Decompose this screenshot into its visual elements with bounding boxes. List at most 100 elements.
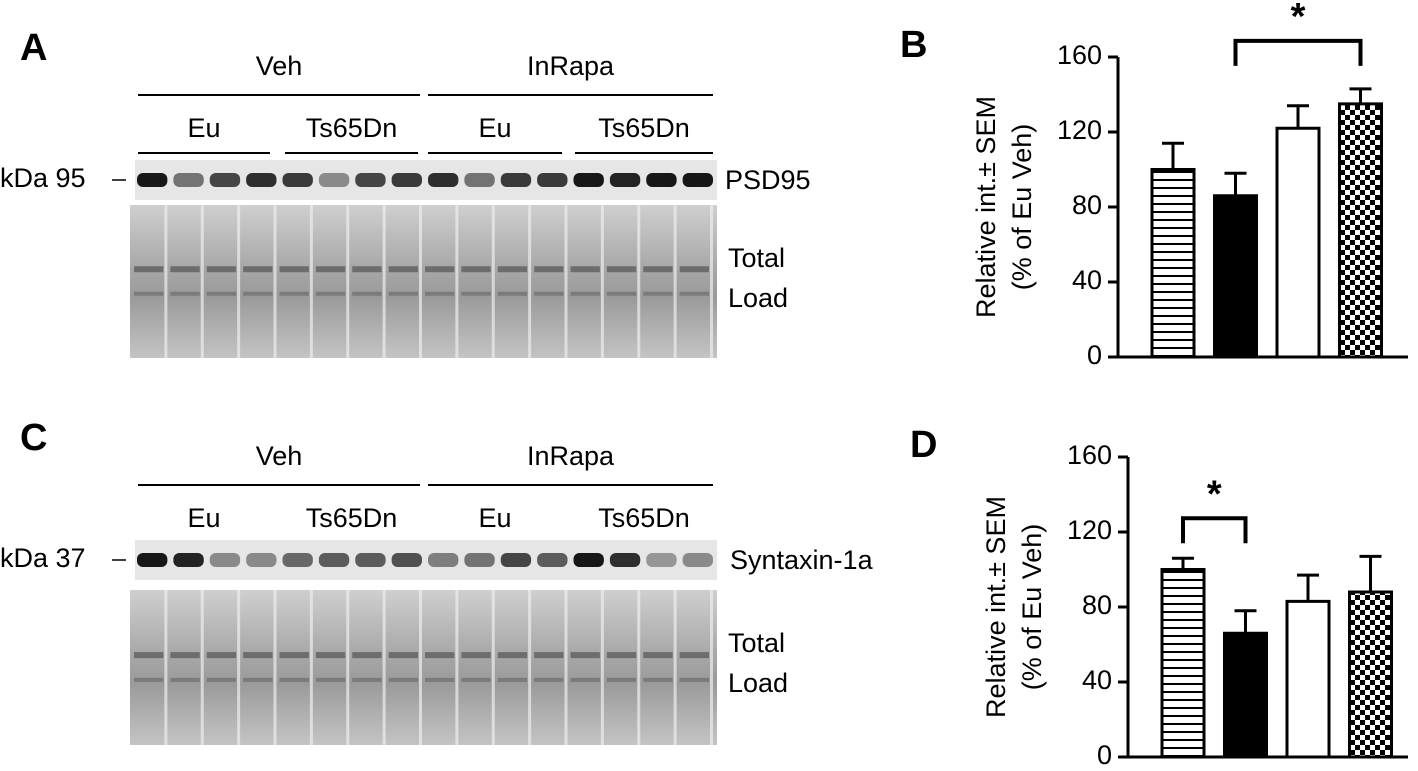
y-tick-label: 0: [1097, 740, 1112, 770]
load-label: Total: [728, 243, 785, 273]
band: [682, 553, 713, 567]
marker-label: kDa 95: [0, 163, 86, 193]
lane-gap: [564, 205, 568, 358]
lane-gap: [528, 590, 532, 745]
lane-gap: [419, 590, 422, 745]
band: [428, 173, 459, 187]
bar: [1160, 568, 1206, 759]
band: [428, 553, 459, 567]
lane-gap: [673, 205, 677, 358]
lane-gap: [346, 205, 350, 358]
lane-gap: [637, 590, 641, 745]
band: [282, 553, 313, 567]
lane-gap: [309, 590, 313, 745]
lane-gap: [710, 590, 713, 745]
band: [355, 553, 386, 567]
y-axis-label: (% of Eu Veh): [1017, 524, 1047, 691]
band: [209, 173, 241, 187]
load-label: Load: [728, 283, 788, 313]
marker-label: kDa 37: [0, 543, 86, 573]
lane-gap: [164, 205, 168, 358]
band: [646, 173, 677, 187]
band: [355, 173, 386, 187]
group-label: Veh: [256, 51, 303, 81]
bar: [1285, 599, 1331, 759]
lane-gap: [237, 205, 241, 358]
protein-label: PSD95: [725, 165, 811, 195]
panel-letter: A: [20, 27, 47, 69]
bar: [1338, 102, 1383, 359]
bar: [1223, 631, 1268, 759]
band: [537, 173, 568, 187]
subgroup-label: Ts65Dn: [598, 113, 690, 143]
y-axis-label: Relative int.± SEM: [971, 96, 1001, 318]
significance-bracket: [1181, 516, 1248, 544]
lane-gap: [564, 590, 568, 745]
subgroup-label: Ts65Dn: [598, 503, 690, 533]
lane-gap: [455, 590, 459, 745]
lane-gap: [200, 205, 204, 358]
band: [137, 173, 168, 187]
y-axis-label: Relative int.± SEM: [981, 496, 1011, 718]
band: [609, 553, 641, 567]
significance-bracket: [1233, 38, 1363, 66]
group-label: Veh: [256, 441, 303, 471]
band: [500, 173, 532, 187]
band: [246, 553, 277, 567]
lane-gap: [164, 590, 168, 745]
lane-gap: [637, 205, 641, 358]
lane-gap: [382, 590, 386, 745]
lane-gap: [273, 590, 277, 745]
y-tick-label: 160: [1057, 40, 1102, 70]
bar: [1275, 126, 1321, 359]
bar: [1213, 194, 1258, 359]
group-label: InRapa: [527, 441, 615, 471]
band: [500, 553, 532, 567]
band: [391, 173, 422, 187]
band: [391, 553, 422, 567]
lane-gap: [528, 205, 532, 358]
band: [137, 553, 168, 567]
lane-gap: [237, 590, 241, 745]
load-gel: [130, 205, 717, 358]
lane-gap: [600, 205, 604, 358]
y-tick-label: 120: [1067, 515, 1112, 545]
band: [246, 173, 277, 187]
bar: [1150, 168, 1196, 359]
lane-gap: [710, 205, 713, 358]
lane-gap: [382, 205, 386, 358]
lane-gap: [309, 205, 313, 358]
band: [573, 553, 604, 567]
subgroup-label: Eu: [187, 503, 220, 533]
lane-gap: [346, 590, 350, 745]
load-label: Total: [728, 628, 785, 658]
lane-gap: [200, 590, 204, 745]
panel-letter: D: [910, 424, 937, 466]
subgroup-label: Ts65Dn: [306, 503, 398, 533]
panel-letter: B: [900, 24, 927, 66]
lane-gap: [455, 205, 459, 358]
band: [464, 173, 495, 187]
band: [609, 173, 641, 187]
band: [464, 553, 495, 567]
band: [173, 173, 204, 187]
y-tick-label: 80: [1072, 190, 1102, 220]
lane-gap: [419, 205, 422, 358]
panel-letter: C: [20, 417, 47, 459]
load-gel: [130, 590, 717, 745]
y-tick-label: 80: [1082, 590, 1112, 620]
y-tick-label: 160: [1067, 440, 1112, 470]
lane-gap: [273, 205, 277, 358]
y-tick-label: 0: [1087, 340, 1102, 370]
lane-gap: [673, 590, 677, 745]
lane-gap: [491, 590, 495, 745]
bar: [1348, 590, 1393, 759]
band: [318, 553, 350, 567]
band: [646, 553, 677, 567]
subgroup-label: Eu: [478, 503, 511, 533]
y-tick-label: 40: [1082, 665, 1112, 695]
band: [573, 173, 604, 187]
band: [318, 173, 350, 187]
subgroup-label: Eu: [478, 113, 511, 143]
